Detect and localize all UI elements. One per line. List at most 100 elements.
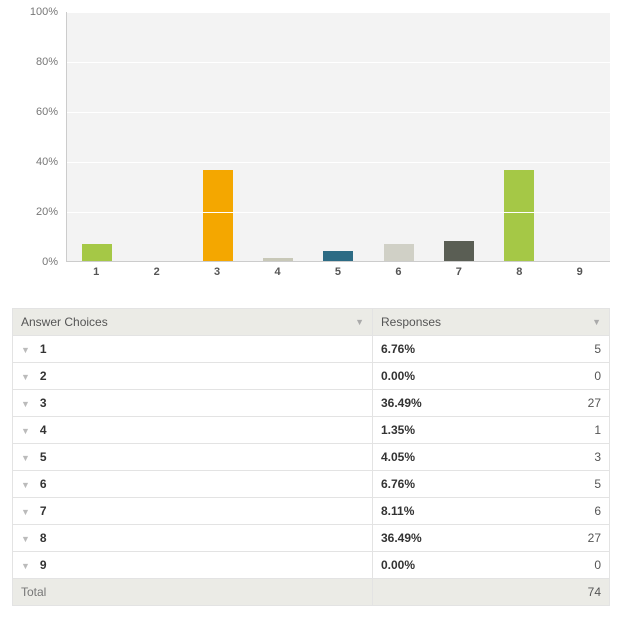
bar-slot [489, 12, 549, 261]
y-tick-label: 100% [30, 6, 58, 18]
cell-response: 8.11% 6 [373, 498, 610, 525]
bar-slot [67, 12, 127, 261]
chart-plot-area [66, 12, 610, 262]
response-count: 27 [588, 396, 601, 410]
expand-icon[interactable]: ▼ [21, 561, 30, 571]
expand-icon[interactable]: ▼ [21, 345, 30, 355]
x-tick-label: 7 [429, 266, 489, 278]
col-header-choices-label: Answer Choices [21, 315, 108, 329]
bars-container [67, 12, 610, 261]
bar-slot [429, 12, 489, 261]
bar[interactable] [323, 251, 353, 261]
response-percent: 1.35% [381, 423, 415, 437]
table-total-row: Total 74 [13, 579, 610, 606]
bar[interactable] [203, 170, 233, 261]
choice-label: 2 [40, 369, 47, 383]
cell-response: 36.49% 27 [373, 390, 610, 417]
response-percent: 6.76% [381, 477, 415, 491]
y-tick-label: 0% [42, 256, 58, 268]
total-value-cell: 74 [373, 579, 610, 606]
y-tick-label: 20% [36, 206, 58, 218]
col-header-responses[interactable]: Responses ▼ [373, 309, 610, 336]
response-percent: 8.11% [381, 504, 414, 518]
response-count: 5 [594, 342, 601, 356]
choice-label: 3 [40, 396, 47, 410]
table-row: ▼20.00%0 [13, 363, 610, 390]
bar[interactable] [263, 258, 293, 261]
x-tick-label: 6 [368, 266, 428, 278]
response-count: 1 [594, 423, 601, 437]
cell-response: 36.49%27 [373, 525, 610, 552]
bar-slot [188, 12, 248, 261]
cell-choice: ▼6 [13, 471, 373, 498]
cell-choice: ▼9 [13, 552, 373, 579]
x-tick-label: 1 [66, 266, 126, 278]
cell-response: 6.76% 5 [373, 336, 610, 363]
cell-choice: ▼5 [13, 444, 373, 471]
bar[interactable] [82, 244, 112, 261]
cell-response: 6.76% 5 [373, 471, 610, 498]
x-axis: 123456789 [66, 266, 610, 278]
table-row: ▼336.49%27 [13, 390, 610, 417]
response-count: 5 [594, 477, 601, 491]
sort-icon: ▼ [355, 317, 364, 327]
bar-slot [127, 12, 187, 261]
responses-table: Answer Choices ▼ Responses ▼ ▼16.76%5▼20… [12, 308, 610, 606]
gridline [67, 62, 610, 63]
col-header-responses-label: Responses [381, 315, 441, 329]
bar-slot [550, 12, 610, 261]
response-count: 0 [594, 369, 601, 383]
choice-label: 6 [40, 477, 47, 491]
response-percent: 6.76% [381, 342, 415, 356]
cell-choice: ▼7 [13, 498, 373, 525]
table-row: ▼16.76%5 [13, 336, 610, 363]
cell-response: 1.35% 1 [373, 417, 610, 444]
response-percent: 36.49% [381, 531, 422, 545]
bar-slot [248, 12, 308, 261]
response-percent: 36.49% [381, 396, 422, 410]
total-label: Total [21, 585, 46, 599]
total-label-cell: Total [13, 579, 373, 606]
cell-choice: ▼4 [13, 417, 373, 444]
choice-label: 4 [40, 423, 47, 437]
cell-response: 4.05% 3 [373, 444, 610, 471]
table-row: ▼78.11%6 [13, 498, 610, 525]
bar-slot [308, 12, 368, 261]
table-row: ▼66.76%5 [13, 471, 610, 498]
response-percent: 4.05% [381, 450, 415, 464]
y-axis: 0%20%40%60%80%100% [12, 12, 66, 262]
cell-response: 0.00% 0 [373, 363, 610, 390]
bar[interactable] [504, 170, 534, 261]
expand-icon[interactable]: ▼ [21, 507, 30, 517]
gridline [67, 112, 610, 113]
response-percent: 0.00% [381, 369, 415, 383]
col-header-choices[interactable]: Answer Choices ▼ [13, 309, 373, 336]
response-count: 6 [594, 504, 601, 518]
cell-response: 0.00%0 [373, 552, 610, 579]
table-row: ▼41.35%1 [13, 417, 610, 444]
table-row: ▼5 4.05% 3 [13, 444, 610, 471]
cell-choice: ▼1 [13, 336, 373, 363]
gridline [67, 12, 610, 13]
bar[interactable] [384, 244, 414, 261]
response-count: 3 [594, 450, 601, 464]
expand-icon[interactable]: ▼ [21, 426, 30, 436]
total-value: 74 [588, 585, 601, 599]
sort-icon: ▼ [592, 317, 601, 327]
expand-icon[interactable]: ▼ [21, 453, 30, 463]
expand-icon[interactable]: ▼ [21, 399, 30, 409]
expand-icon[interactable]: ▼ [21, 372, 30, 382]
expand-icon[interactable]: ▼ [21, 480, 30, 490]
cell-choice: ▼8 [13, 525, 373, 552]
choice-label: 7 [40, 504, 47, 518]
table-row: ▼836.49%27 [13, 525, 610, 552]
cell-choice: ▼2 [13, 363, 373, 390]
cell-choice: ▼3 [13, 390, 373, 417]
table-row: ▼90.00%0 [13, 552, 610, 579]
bar[interactable] [444, 241, 474, 261]
choice-label: 8 [40, 531, 47, 545]
expand-icon[interactable]: ▼ [21, 534, 30, 544]
y-tick-label: 40% [36, 156, 58, 168]
x-tick-label: 4 [247, 266, 307, 278]
choice-label: 1 [40, 342, 47, 356]
